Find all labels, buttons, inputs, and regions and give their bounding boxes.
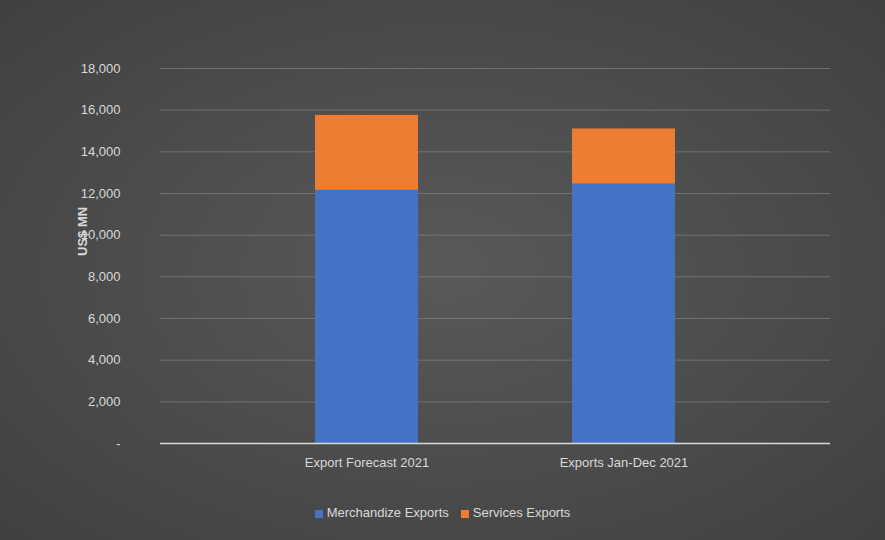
svg-text:Exports Jan-Dec 2021: Exports Jan-Dec 2021	[560, 455, 689, 470]
svg-text:12,000: 12,000	[81, 186, 121, 201]
html-text:Merchandize Exports: Merchandize Exports	[326, 505, 449, 520]
svg-text:-: -	[116, 436, 120, 451]
svg-text:10,000: 10,000	[80, 227, 121, 243]
svg-text:Export Forecast 2021: Export Forecast 2021	[305, 455, 429, 470]
svg-text:14,000: 14,000	[81, 144, 121, 159]
svg-text:18,000: 18,000	[81, 61, 121, 76]
svg-text:16,000: 16,000	[81, 102, 121, 117]
html-text:Services Exports: Services Exports	[472, 505, 571, 520]
svg-text:4,000: 4,000	[88, 352, 121, 367]
svg-text:6,000: 6,000	[88, 311, 121, 326]
svg-text:2,000: 2,000	[88, 394, 121, 409]
svg-text:US$ MN: US$ MN	[75, 207, 90, 256]
svg-text:8,000: 8,000	[88, 269, 121, 284]
